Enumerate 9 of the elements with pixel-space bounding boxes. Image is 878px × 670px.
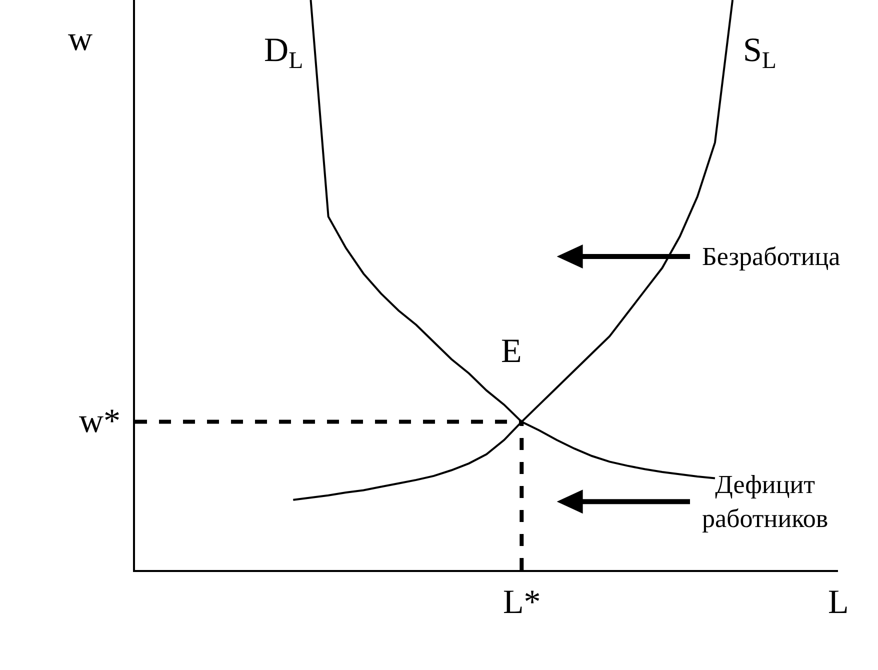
x-axis-title: L xyxy=(828,584,849,621)
ref-line-label: w* xyxy=(79,403,121,440)
y-axis-title: w xyxy=(68,21,93,58)
series-label: S$_{L}$ xyxy=(743,32,776,74)
text: L* xyxy=(503,584,541,621)
annotation: Дефицит работников xyxy=(702,470,828,533)
annotation: Безработица xyxy=(702,242,841,271)
series-label: D$_{L}$ xyxy=(264,32,304,74)
annotation: E xyxy=(501,333,522,370)
